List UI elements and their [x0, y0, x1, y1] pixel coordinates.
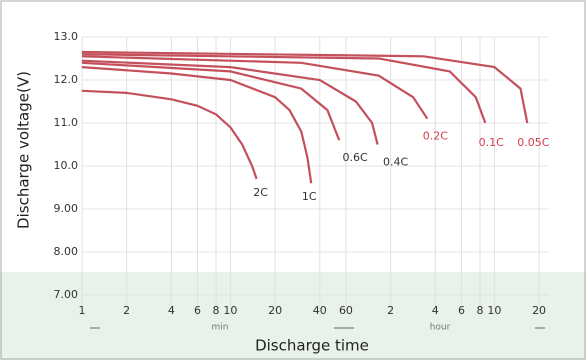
x-tick-label: 40: [313, 304, 327, 317]
y-tick-label: 11.0: [54, 116, 79, 129]
x-tick-label: 4: [432, 304, 439, 317]
x-tick-label: 6: [458, 304, 465, 317]
series-label: 0.6C: [343, 151, 368, 164]
y-tick-label: 12.0: [54, 73, 79, 86]
x-tick-label: 8: [476, 304, 483, 317]
line: [81, 55, 429, 120]
line: [81, 50, 529, 124]
y-axis-title: Discharge voltage(V): [15, 71, 33, 229]
series-label: 0.4C: [383, 156, 408, 169]
y-tick-label: 7.00: [54, 288, 79, 301]
line: [81, 53, 487, 124]
x-tick-label: 4: [168, 304, 175, 317]
y-tick-label: 10.0: [54, 159, 79, 172]
x-unit: hour: [430, 323, 451, 333]
series-label: 0.1C: [479, 136, 504, 149]
x-tick-label: 60: [339, 304, 353, 317]
line: [81, 61, 341, 141]
x-tick-label: 20: [532, 304, 546, 317]
x-tick-label: 2: [123, 304, 130, 317]
line: [81, 66, 313, 184]
x-axis-title: Discharge time: [255, 337, 369, 355]
series-label: 2C: [253, 186, 268, 199]
y-tick-label: 8.00: [54, 245, 79, 258]
y-tick-label: 9.00: [54, 202, 79, 215]
series-label: 0.05C: [517, 136, 549, 149]
x-unit: min: [212, 323, 229, 333]
x-tick-label: 10: [223, 304, 237, 317]
x-tick-label: 20: [268, 304, 282, 317]
x-tick-label: 2: [387, 304, 394, 317]
x-tick-label: 8: [213, 304, 220, 317]
y-tick-label: 13.0: [54, 30, 79, 43]
series-label: 1C: [302, 190, 317, 203]
bottom-band: [0, 272, 586, 360]
series-label: 0.2C: [423, 130, 448, 143]
x-tick-label: 6: [194, 304, 201, 317]
x-tick-label: 1: [79, 304, 86, 317]
x-tick-label: 10: [487, 304, 501, 317]
line: [81, 89, 258, 180]
line: [81, 59, 379, 145]
